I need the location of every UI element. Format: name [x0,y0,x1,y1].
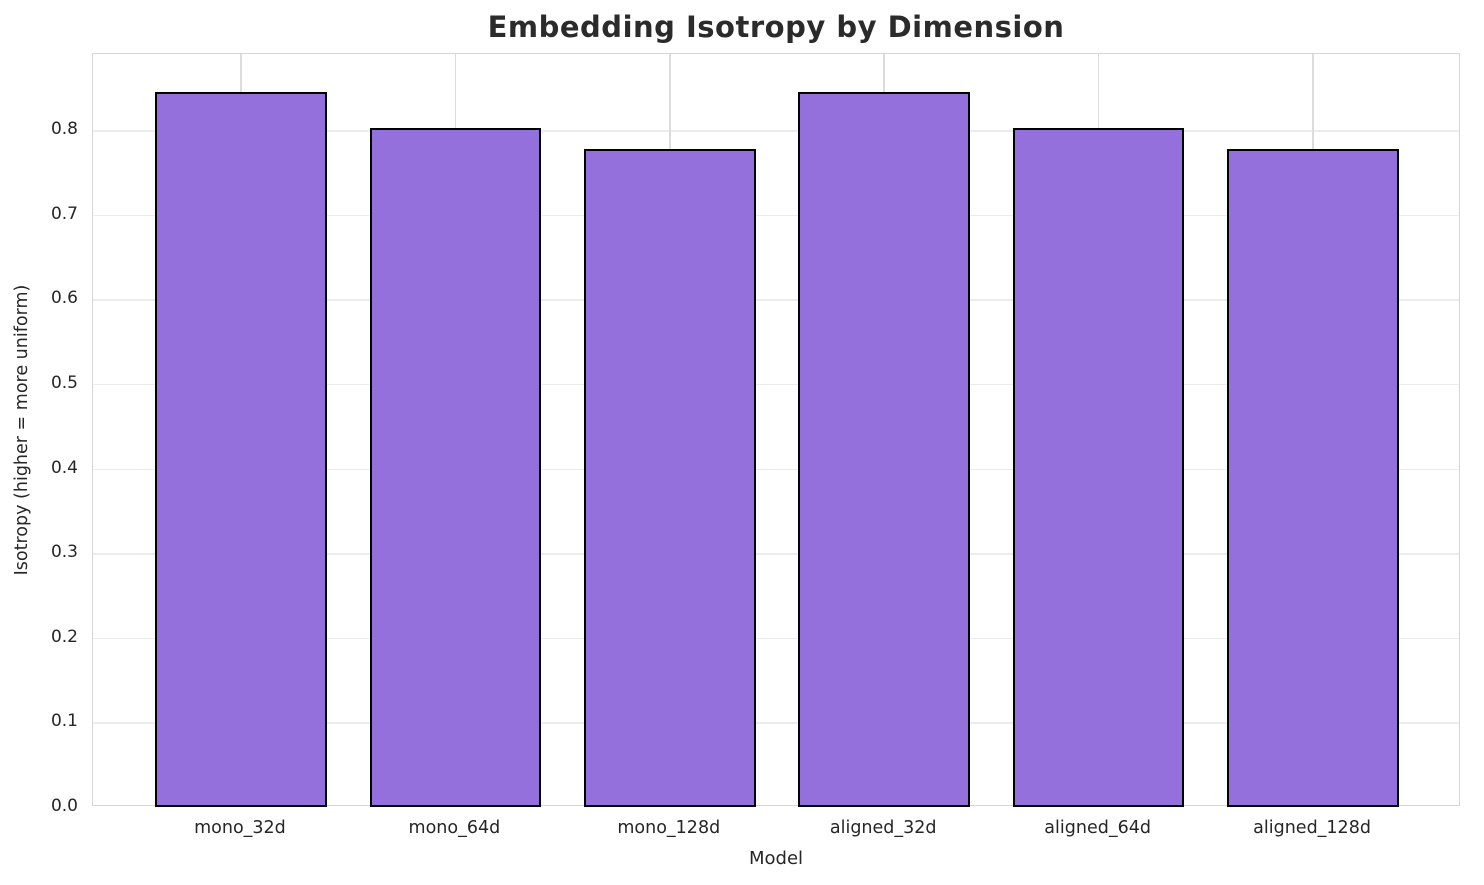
x-tick-label-mono_64d: mono_64d [408,818,501,838]
x-tick-label-aligned_128d: aligned_128d [1253,818,1371,838]
y-tick-label-0.5: 0.5 [50,372,78,393]
y-tick-label-0.8: 0.8 [50,119,78,140]
gridline-horizontal [93,468,1459,471]
gridline-horizontal [93,383,1459,386]
y-tick-label-0.1: 0.1 [50,711,78,732]
x-tick-label-aligned_64d: aligned_64d [1044,818,1151,838]
y-tick-label-0.6: 0.6 [50,288,78,309]
bar-mono_32d [155,92,327,807]
bar-aligned_128d [1227,148,1399,807]
gridline-horizontal [93,214,1459,217]
x-tick-label-mono_32d: mono_32d [194,818,286,838]
bar-mono_128d [584,148,756,807]
gridline-horizontal [93,722,1459,724]
chart-title: Embedding Isotropy by Dimension [487,10,1065,44]
gridline-horizontal [93,299,1459,301]
y-tick-label-0.4: 0.4 [50,457,78,478]
y-tick-label-0.2: 0.2 [50,626,78,647]
plot-area [92,53,1460,807]
y-tick-label-0.0: 0.0 [50,796,78,816]
gridline-horizontal [93,130,1459,132]
bar-aligned_64d [1012,127,1185,807]
y-axis-label: Isotropy (higher = more uniform) [12,284,32,576]
bar-mono_64d [369,127,542,807]
x-tick-label-aligned_32d: aligned_32d [829,818,937,838]
x-tick-label-mono_128d: mono_128d [617,818,721,838]
gridline-horizontal [93,553,1459,555]
y-tick-label-0.7: 0.7 [50,203,78,224]
bar-aligned_32d [798,92,970,807]
x-axis-label: Model [748,848,804,869]
y-tick-label-0.3: 0.3 [50,542,78,563]
gridline-horizontal [93,637,1459,640]
